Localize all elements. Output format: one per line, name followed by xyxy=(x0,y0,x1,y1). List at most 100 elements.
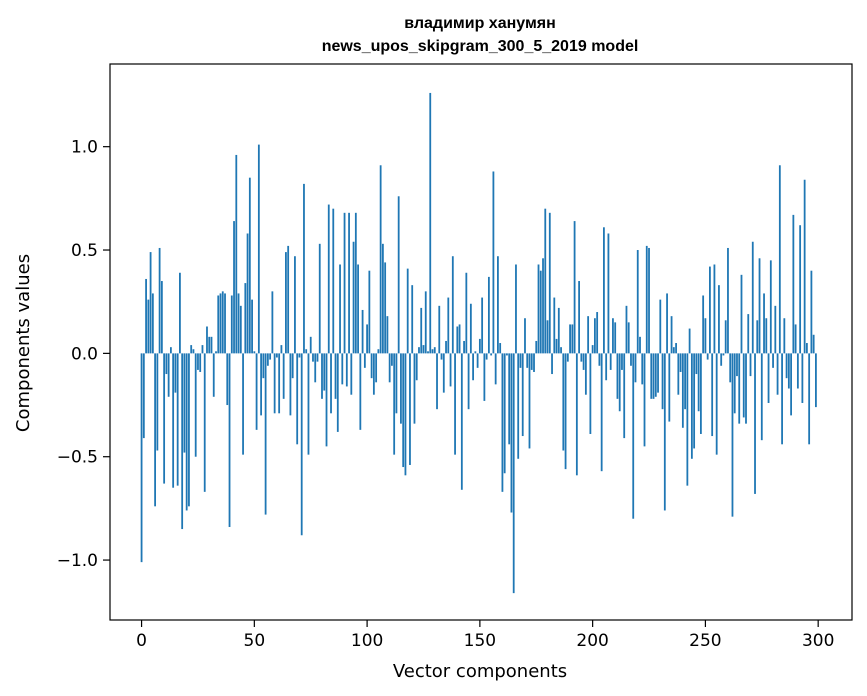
bar xyxy=(713,264,716,354)
x-tick-label: 100 xyxy=(351,631,383,651)
bar xyxy=(745,353,747,424)
bar xyxy=(472,353,474,381)
bar xyxy=(815,353,817,408)
bar xyxy=(449,353,452,387)
bar xyxy=(246,233,249,354)
bar xyxy=(483,353,486,401)
bar xyxy=(334,353,337,399)
x-tick-label: 250 xyxy=(689,631,721,651)
bar xyxy=(341,353,344,385)
bar xyxy=(688,328,691,354)
bar xyxy=(251,299,253,354)
bar xyxy=(415,353,418,381)
bar xyxy=(289,353,292,416)
bar xyxy=(282,353,285,399)
bar xyxy=(237,293,240,354)
bar xyxy=(681,353,684,428)
bar xyxy=(456,326,459,354)
bar xyxy=(564,353,567,470)
bar xyxy=(273,353,276,414)
bar xyxy=(560,347,562,354)
bar xyxy=(796,353,799,389)
bar xyxy=(566,353,569,362)
bar xyxy=(445,340,447,354)
bar xyxy=(715,353,718,455)
bar xyxy=(224,293,226,354)
bar xyxy=(539,270,542,354)
bar xyxy=(303,183,305,354)
bar xyxy=(194,353,197,457)
bar xyxy=(657,353,659,393)
bar xyxy=(239,305,242,354)
bar xyxy=(765,318,768,354)
bar xyxy=(375,353,378,383)
bar xyxy=(526,353,529,368)
bar xyxy=(323,353,326,391)
bar xyxy=(659,299,662,354)
x-tick-label: 0 xyxy=(136,631,147,651)
chart-title: владимир ханумян xyxy=(404,15,556,32)
bar xyxy=(176,353,179,486)
bar xyxy=(210,336,213,354)
bar xyxy=(447,297,450,354)
bar xyxy=(499,343,502,354)
bar xyxy=(618,353,621,412)
bar xyxy=(519,353,522,368)
bar xyxy=(506,353,508,356)
bar xyxy=(508,353,511,445)
bar xyxy=(749,353,752,377)
plot-frame xyxy=(109,63,853,621)
bar xyxy=(794,324,797,354)
bar xyxy=(377,349,380,354)
bar xyxy=(370,353,373,379)
bar xyxy=(197,353,199,370)
bar xyxy=(515,264,517,354)
bar xyxy=(492,171,495,354)
bar xyxy=(409,353,411,465)
bar xyxy=(217,295,220,354)
bar xyxy=(395,353,398,414)
bar xyxy=(381,243,384,354)
bar xyxy=(269,353,272,360)
bar xyxy=(612,318,614,354)
bar xyxy=(598,353,601,366)
bar xyxy=(769,260,772,354)
bar xyxy=(733,353,736,414)
bar xyxy=(591,345,594,354)
bar xyxy=(429,92,432,354)
bar xyxy=(661,353,664,410)
bar xyxy=(497,256,499,354)
bar xyxy=(404,353,407,476)
bar xyxy=(736,353,738,377)
bar xyxy=(645,245,648,354)
bar xyxy=(354,212,357,354)
bar xyxy=(172,353,175,488)
bar xyxy=(285,252,287,354)
bar xyxy=(670,316,673,354)
x-tick-label: 150 xyxy=(464,631,496,651)
bar xyxy=(312,353,314,362)
bar xyxy=(460,353,463,490)
bar xyxy=(318,243,321,354)
bar xyxy=(221,291,224,354)
bar xyxy=(372,353,375,395)
bar xyxy=(321,353,323,399)
bar xyxy=(300,353,303,536)
bar xyxy=(537,264,540,354)
bar xyxy=(336,353,339,432)
bar xyxy=(280,345,283,354)
bar xyxy=(278,353,281,414)
bar xyxy=(785,353,788,379)
bar xyxy=(699,353,702,434)
bar xyxy=(763,293,765,354)
bar xyxy=(742,353,745,418)
bar xyxy=(294,256,296,354)
bar xyxy=(433,347,436,354)
bar xyxy=(607,233,610,354)
bar xyxy=(575,353,578,476)
bar xyxy=(352,241,355,354)
bar-series xyxy=(140,92,817,594)
bar xyxy=(296,353,299,445)
y-tick-label: −0.5 xyxy=(57,448,98,468)
bar xyxy=(368,270,371,354)
